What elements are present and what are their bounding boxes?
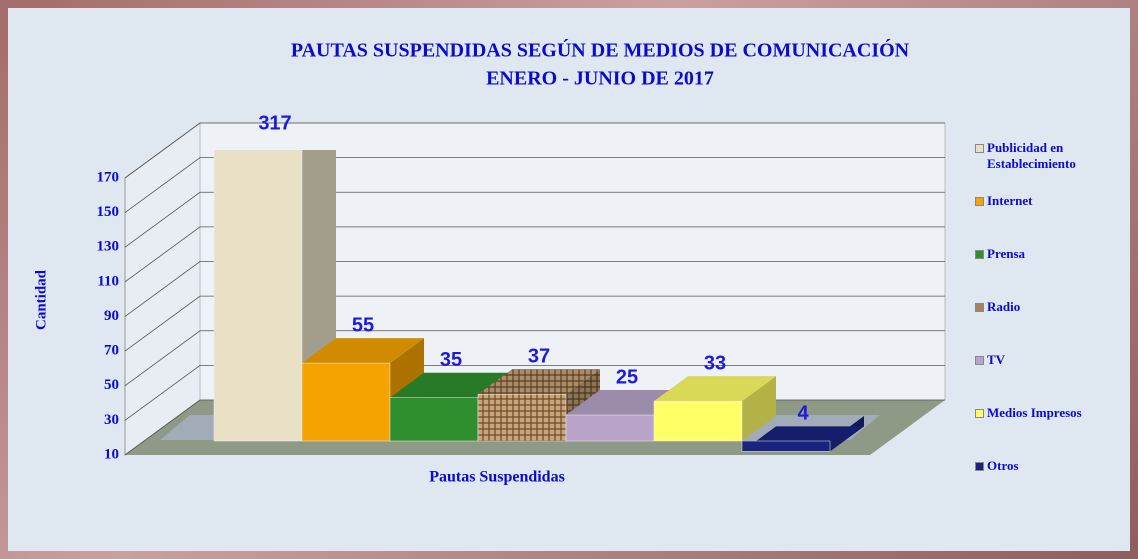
y-tick-label: 150	[97, 204, 120, 220]
bar-top	[302, 338, 424, 364]
grid-line	[124, 157, 945, 213]
chart-subtitle: ENERO - JUNIO DE 2017	[486, 68, 714, 90]
grid-line	[124, 261, 945, 317]
legend-entry: Prensa	[975, 246, 1125, 299]
legend-swatch	[975, 303, 984, 312]
bar	[213, 150, 303, 442]
grid-line	[124, 364, 945, 421]
bar	[565, 414, 655, 442]
y-tick-label: 10	[104, 446, 119, 462]
bar	[301, 362, 391, 442]
legend-swatch	[975, 356, 984, 365]
y-tick-label: 110	[97, 273, 119, 289]
legend-entry: Medios Impresos	[975, 405, 1125, 458]
legend-swatch	[975, 409, 984, 418]
data-label: 4	[797, 403, 809, 425]
data-label: 33	[704, 352, 726, 374]
y-tick-label: 170	[97, 169, 120, 185]
y-tick-label: 130	[97, 239, 120, 255]
grid-line	[124, 295, 945, 352]
legend-swatch	[975, 462, 984, 471]
legend-entry: Publicidad en Establecimiento	[975, 140, 1125, 193]
legend-label: Radio	[987, 299, 1021, 314]
legend-entry: Radio	[975, 299, 1125, 352]
bar-side	[742, 376, 776, 441]
data-label: 25	[616, 366, 638, 388]
data-label: 55	[352, 314, 374, 336]
grid-line	[124, 191, 945, 248]
y-axis-label: Cantidad	[33, 269, 49, 330]
y-tick-label: 50	[104, 377, 119, 393]
grid-line	[124, 122, 945, 179]
legend-swatch	[975, 197, 984, 206]
chart-title: PAUTAS SUSPENDIDAS SEGÚN DE MEDIOS DE CO…	[291, 38, 910, 62]
bar-top	[390, 372, 512, 398]
legend-label: Internet	[987, 193, 1033, 208]
bar-top	[478, 369, 600, 395]
x-axis-label: Pautas Suspendidas	[429, 469, 565, 486]
y-tick-label: 70	[104, 343, 119, 359]
grid-line	[124, 330, 945, 387]
data-label: 35	[440, 349, 462, 371]
bar-top	[654, 376, 776, 402]
legend-entry: TV	[975, 352, 1125, 405]
y-tick-label: 30	[104, 412, 119, 428]
bar	[389, 397, 479, 442]
legend: Publicidad en Establecimiento Internet Pre…	[975, 140, 1125, 511]
bar	[477, 394, 567, 442]
legend-label: Prensa	[987, 246, 1026, 261]
data-label: 317	[258, 112, 291, 134]
legend-label: Otros	[987, 458, 1019, 473]
grid-line	[124, 226, 945, 283]
legend-entry: Internet	[975, 193, 1125, 246]
legend-label: Medios Impresos	[987, 405, 1082, 420]
legend-label: TV	[987, 352, 1006, 367]
legend-label: Publicidad en Establecimiento	[987, 140, 1076, 171]
y-tick-label: 90	[104, 308, 119, 324]
legend-swatch	[975, 144, 984, 153]
legend-swatch	[975, 250, 984, 259]
bar	[653, 400, 743, 442]
bar	[741, 440, 831, 452]
legend-entry: Otros	[975, 458, 1125, 511]
data-label: 37	[528, 346, 550, 368]
